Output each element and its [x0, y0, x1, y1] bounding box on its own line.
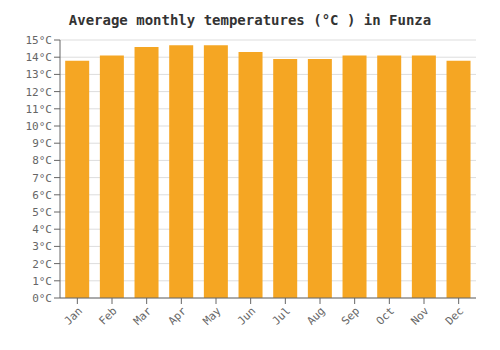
svg-text:Dec: Dec [443, 304, 466, 327]
svg-text:9°C: 9°C [32, 137, 52, 150]
svg-text:4°C: 4°C [32, 223, 52, 236]
svg-text:Mar: Mar [131, 304, 155, 328]
svg-text:Aug: Aug [304, 304, 327, 327]
svg-text:0°C: 0°C [32, 292, 52, 305]
svg-text:15°C: 15°C [26, 34, 53, 47]
svg-text:2°C: 2°C [32, 258, 52, 271]
svg-text:14°C: 14°C [26, 51, 53, 64]
svg-text:12°C: 12°C [26, 86, 53, 99]
html-text:Average monthly temperatures (: Average monthly temperatures (°C ) in Fu… [68, 12, 432, 28]
svg-text:Feb: Feb [96, 304, 119, 327]
svg-text:Sep: Sep [339, 304, 362, 327]
svg-text:10°C: 10°C [26, 120, 53, 133]
svg-text:5°C: 5°C [32, 206, 52, 219]
svg-text:Nov: Nov [408, 304, 432, 328]
svg-text:8°C: 8°C [32, 154, 52, 167]
svg-text:Jun: Jun [235, 304, 258, 327]
svg-text:Oct: Oct [374, 304, 397, 327]
svg-text:Jan: Jan [62, 304, 85, 327]
svg-text:7°C: 7°C [32, 172, 52, 185]
svg-text:Jul: Jul [270, 304, 293, 327]
svg-text:1°C: 1°C [32, 275, 52, 288]
svg-text:13°C: 13°C [26, 68, 53, 81]
svg-text:3°C: 3°C [32, 240, 52, 253]
svg-text:Apr: Apr [166, 304, 190, 328]
svg-text:May: May [200, 304, 224, 328]
svg-text:6°C: 6°C [32, 189, 52, 202]
svg-text:11°C: 11°C [26, 103, 53, 116]
